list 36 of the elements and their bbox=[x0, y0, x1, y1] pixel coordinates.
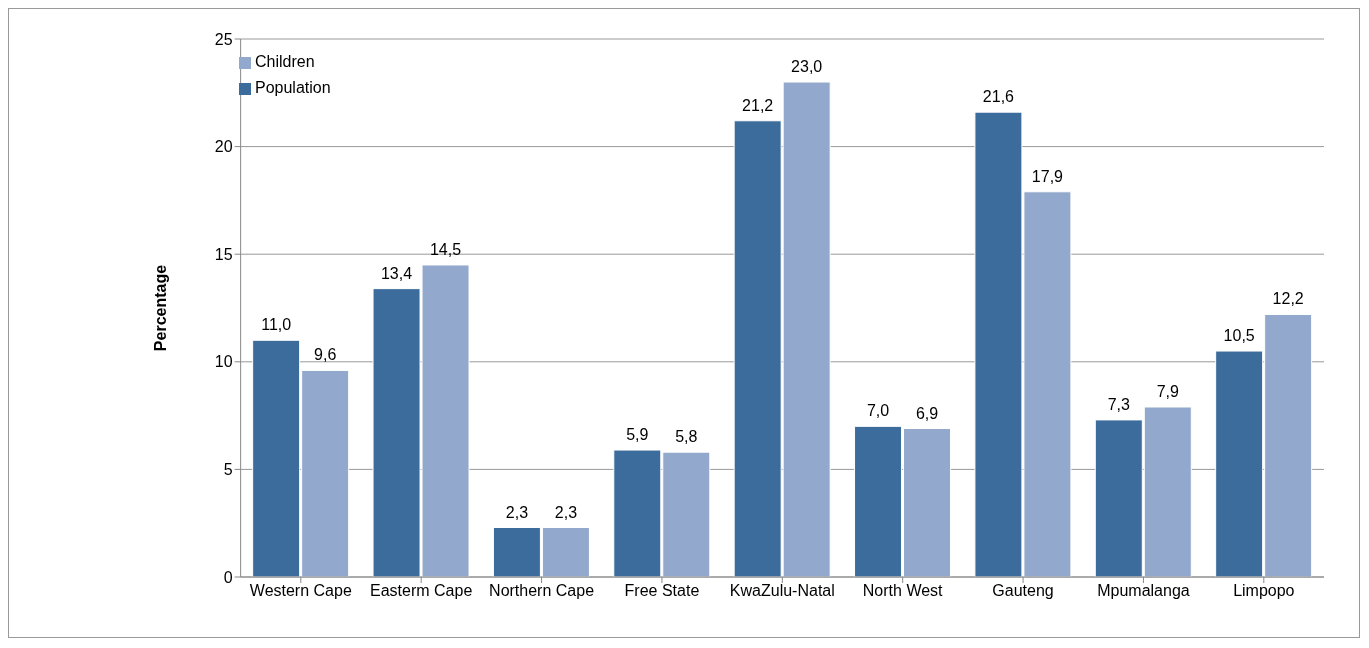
x-tick-label: Mpumalanga bbox=[1097, 582, 1190, 600]
data-label: 11,0 bbox=[261, 316, 292, 334]
data-label: 12,2 bbox=[1272, 290, 1304, 308]
y-tick-label: 25 bbox=[214, 30, 233, 48]
x-tick-label: Free State bbox=[624, 582, 700, 600]
data-label: 5,8 bbox=[675, 428, 698, 446]
x-tick-label: Easterm Cape bbox=[370, 582, 473, 600]
y-tick-label: 20 bbox=[214, 138, 233, 156]
data-label: 9,6 bbox=[314, 346, 337, 364]
data-label: 10,5 bbox=[1223, 327, 1255, 345]
legend-label: Children bbox=[255, 53, 315, 70]
y-tick-label: 0 bbox=[223, 568, 233, 586]
x-tick-label: Western Cape bbox=[249, 582, 352, 600]
data-label: 6,9 bbox=[915, 404, 939, 422]
data-label: 21,2 bbox=[742, 96, 774, 114]
x-tick-label: North West bbox=[862, 582, 944, 600]
data-label: 2,3 bbox=[554, 503, 578, 521]
x-tick-label: Northern Cape bbox=[489, 582, 595, 600]
data-label: 17,9 bbox=[1031, 167, 1064, 185]
x-tick-label: Limpopo bbox=[1233, 582, 1295, 600]
data-label: 7,3 bbox=[1107, 395, 1131, 413]
x-tick-label: KwaZulu-Natal bbox=[729, 582, 835, 600]
data-label: 23,0 bbox=[791, 58, 823, 76]
data-label: 5,9 bbox=[626, 426, 649, 444]
y-tick-label: 5 bbox=[223, 461, 233, 479]
y-tick-label: 15 bbox=[214, 245, 233, 263]
legend-label: Population bbox=[255, 79, 331, 96]
data-label: 7,9 bbox=[1156, 382, 1180, 400]
data-label: 2,3 bbox=[505, 503, 529, 521]
data-label: 14,5 bbox=[429, 240, 462, 258]
x-tick-label: Gauteng bbox=[992, 582, 1054, 600]
data-label: 13,4 bbox=[380, 264, 413, 282]
y-axis-title: Percentage bbox=[152, 264, 170, 352]
data-label: 21,6 bbox=[982, 88, 1015, 106]
y-tick-label: 10 bbox=[214, 353, 233, 371]
data-label: 7,0 bbox=[866, 402, 890, 420]
